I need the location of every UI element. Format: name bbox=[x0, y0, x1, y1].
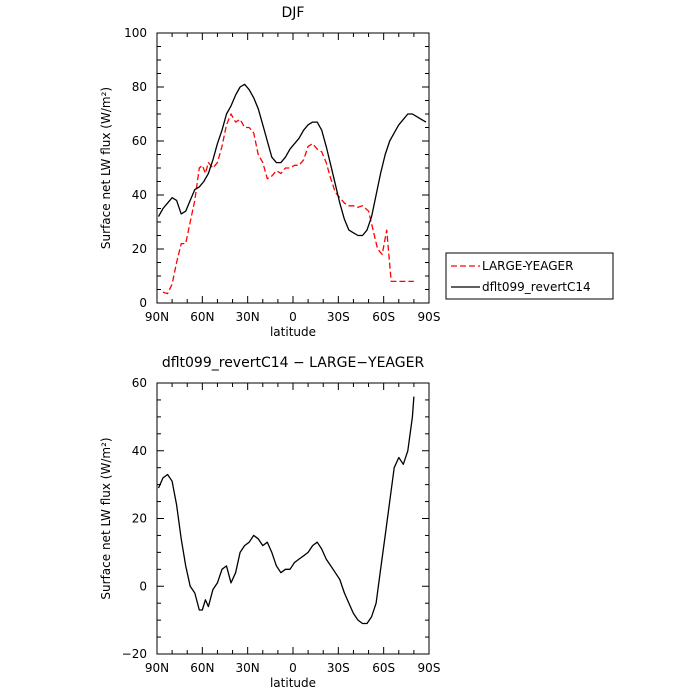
bottom-chart-y-axis-label: Surface net LW flux (W/m²) bbox=[99, 437, 113, 599]
x-tick-label: 0 bbox=[289, 310, 297, 324]
plot-frame bbox=[156, 32, 430, 304]
x-tick-label: 30S bbox=[327, 661, 350, 675]
bottom-chart-panel: dflt099_revertC14 − LARGE−YEAGER latitud… bbox=[99, 355, 440, 690]
x-tick-label: 60N bbox=[190, 661, 214, 675]
series-line-dflt099-revertc14 bbox=[157, 83, 427, 237]
y-tick-label: 60 bbox=[132, 376, 147, 390]
plot-frame bbox=[156, 382, 430, 655]
x-tick-label: 60N bbox=[190, 310, 214, 324]
x-tick-label: 30N bbox=[236, 661, 260, 675]
y-tick-label: 40 bbox=[132, 188, 147, 202]
x-tick-label: 90S bbox=[418, 310, 441, 324]
x-tick-label: 90S bbox=[418, 661, 441, 675]
top-chart-x-axis-label: latitude bbox=[270, 325, 316, 339]
x-tick-label: 0 bbox=[289, 661, 297, 675]
y-tick-label: 20 bbox=[132, 242, 147, 256]
legend-box bbox=[445, 252, 614, 300]
x-tick-label: 90N bbox=[145, 661, 169, 675]
x-tick-label: 60S bbox=[372, 310, 395, 324]
x-tick-label: 30S bbox=[327, 310, 350, 324]
y-tick-label: −20 bbox=[122, 647, 147, 661]
series-line-large-yeager bbox=[162, 113, 414, 295]
y-tick-label: 0 bbox=[139, 579, 147, 593]
top-chart-title: DJF bbox=[282, 5, 305, 21]
y-tick-label: 60 bbox=[132, 134, 147, 148]
x-tick-label: 30N bbox=[236, 310, 260, 324]
bottom-chart-title: dflt099_revertC14 − LARGE−YEAGER bbox=[162, 355, 425, 371]
legend-entry-large-yeager: LARGE-YEAGER bbox=[482, 259, 573, 273]
y-tick-label: 20 bbox=[132, 512, 147, 526]
bottom-chart-x-axis-label: latitude bbox=[270, 676, 316, 690]
y-tick-label: 80 bbox=[132, 80, 147, 94]
legend: LARGE-YEAGER dflt099_revertC14 bbox=[445, 252, 614, 300]
x-tick-label: 60S bbox=[372, 661, 395, 675]
top-chart-y-axis-label: Surface net LW flux (W/m²) bbox=[99, 87, 113, 249]
top-chart-panel: DJF latitude Surface net LW flux (W/m²) … bbox=[99, 5, 440, 339]
y-tick-label: 40 bbox=[132, 444, 147, 458]
y-tick-label: 0 bbox=[139, 296, 147, 310]
legend-entry-dflt099: dflt099_revertC14 bbox=[482, 280, 591, 294]
series-line-series-0 bbox=[157, 396, 415, 625]
x-tick-label: 90N bbox=[145, 310, 169, 324]
y-tick-label: 100 bbox=[124, 26, 147, 40]
